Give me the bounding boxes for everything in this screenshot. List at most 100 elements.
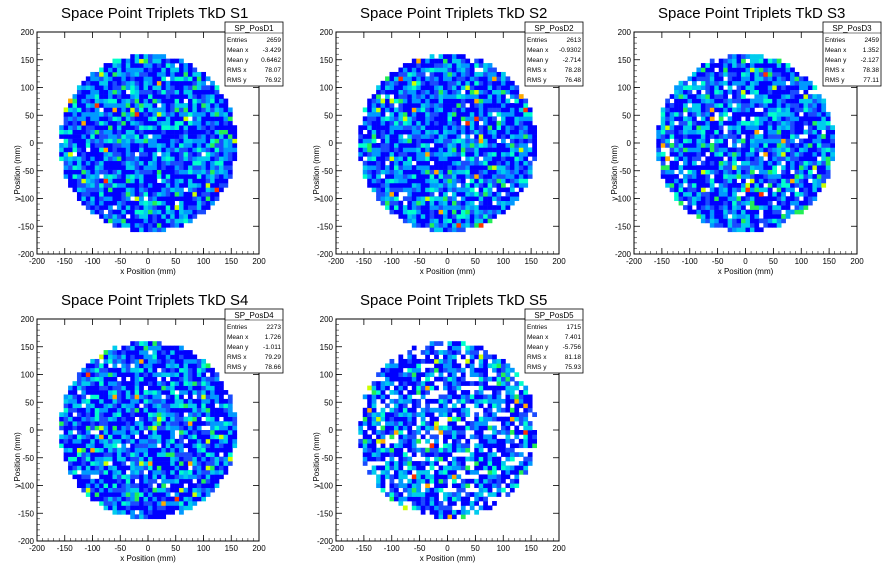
heat-cell [709, 218, 715, 224]
heat-cell [81, 111, 87, 117]
heat-cell [665, 143, 670, 148]
heat-cell [179, 58, 184, 64]
heat-cell [478, 58, 484, 64]
heat-cell [134, 178, 140, 184]
heat-cell [139, 509, 144, 515]
heat-cell [447, 160, 453, 166]
heat-cell [745, 54, 751, 59]
heat-cell [487, 85, 493, 91]
heat-cell [116, 465, 122, 471]
heat-cell [474, 134, 480, 139]
heat-cell [429, 205, 435, 210]
heat-cell [732, 169, 737, 175]
heat-cell [696, 120, 702, 126]
heat-cell [201, 209, 207, 215]
heat-cell [90, 416, 96, 422]
heat-cell [165, 465, 171, 471]
heat-cell [170, 345, 175, 351]
heat-cell [389, 169, 395, 175]
heat-cell [179, 487, 184, 493]
heat-cell [143, 227, 149, 233]
heat-cell [174, 89, 180, 95]
heat-cell [772, 160, 778, 166]
heat-cell [367, 134, 372, 139]
heat-cell [187, 134, 193, 139]
heat-cell [76, 165, 82, 170]
heat-cell [99, 367, 104, 373]
heat-cell [429, 71, 435, 77]
heat-cell [214, 178, 220, 184]
heat-cell [451, 156, 457, 162]
heat-cell [108, 385, 113, 391]
heat-cell [174, 111, 180, 117]
heat-cell [749, 214, 755, 219]
heat-cell [99, 200, 104, 206]
heat-cell [170, 394, 175, 400]
heat-cell [492, 147, 497, 153]
heat-cell [179, 358, 184, 364]
heat-cell [108, 214, 113, 219]
heat-cell [90, 438, 96, 444]
heat-cell [90, 85, 96, 91]
heat-cell [63, 456, 69, 462]
heat-cell [94, 191, 100, 197]
heat-cell [799, 138, 804, 144]
heat-cell [179, 156, 184, 162]
heat-cell [451, 227, 457, 233]
heat-cell [108, 191, 113, 197]
heat-cell [358, 129, 364, 135]
heat-cell [148, 147, 153, 153]
heat-cell [705, 103, 711, 108]
heat-cell [723, 160, 728, 166]
heat-cell [411, 156, 417, 162]
heat-cell [451, 76, 457, 82]
heat-cell [393, 196, 399, 202]
heat-cell [425, 111, 430, 117]
heat-cell [170, 174, 175, 179]
heat-cell [179, 120, 184, 126]
heat-cell [821, 165, 827, 170]
heat-cell [727, 187, 733, 193]
heat-cell [469, 156, 475, 162]
heat-cell [112, 478, 118, 484]
heat-cell [781, 71, 786, 77]
heat-cell [416, 187, 422, 193]
heat-cell [514, 160, 520, 166]
heat-cell [161, 196, 167, 202]
heat-cell [803, 156, 809, 162]
heat-cell [514, 94, 520, 99]
heat-cell [371, 125, 377, 130]
heat-cell [492, 178, 497, 184]
heat-cell [709, 178, 715, 184]
heat-cell [121, 151, 127, 157]
heat-cell [469, 76, 475, 82]
heat-cell [665, 116, 670, 122]
heat-cell [152, 367, 158, 373]
heat-cell [451, 134, 457, 139]
heat-cell [758, 94, 764, 99]
heat-cell [691, 116, 697, 122]
heat-cell [214, 103, 220, 108]
heat-cell [139, 381, 144, 386]
heat-cell [63, 394, 69, 400]
heat-cell [161, 505, 167, 511]
heat-cell [380, 85, 386, 91]
heat-cell [152, 430, 158, 435]
heat-cell [116, 421, 122, 426]
heat-cell [385, 125, 390, 130]
heat-cell [174, 443, 180, 449]
heat-cell [794, 85, 800, 91]
heat-cell [196, 98, 202, 104]
heat-cell [732, 120, 737, 126]
heat-cell [509, 120, 515, 126]
heat-cell [691, 120, 697, 126]
heat-cell [76, 394, 82, 400]
heat-cell [825, 125, 831, 130]
heat-cell [803, 129, 809, 135]
heat-cell [179, 209, 184, 215]
heat-cell [776, 107, 782, 113]
heat-cell [443, 54, 448, 59]
heat-cell [179, 416, 184, 422]
heat-cell [812, 187, 818, 193]
heat-cell [385, 116, 390, 122]
